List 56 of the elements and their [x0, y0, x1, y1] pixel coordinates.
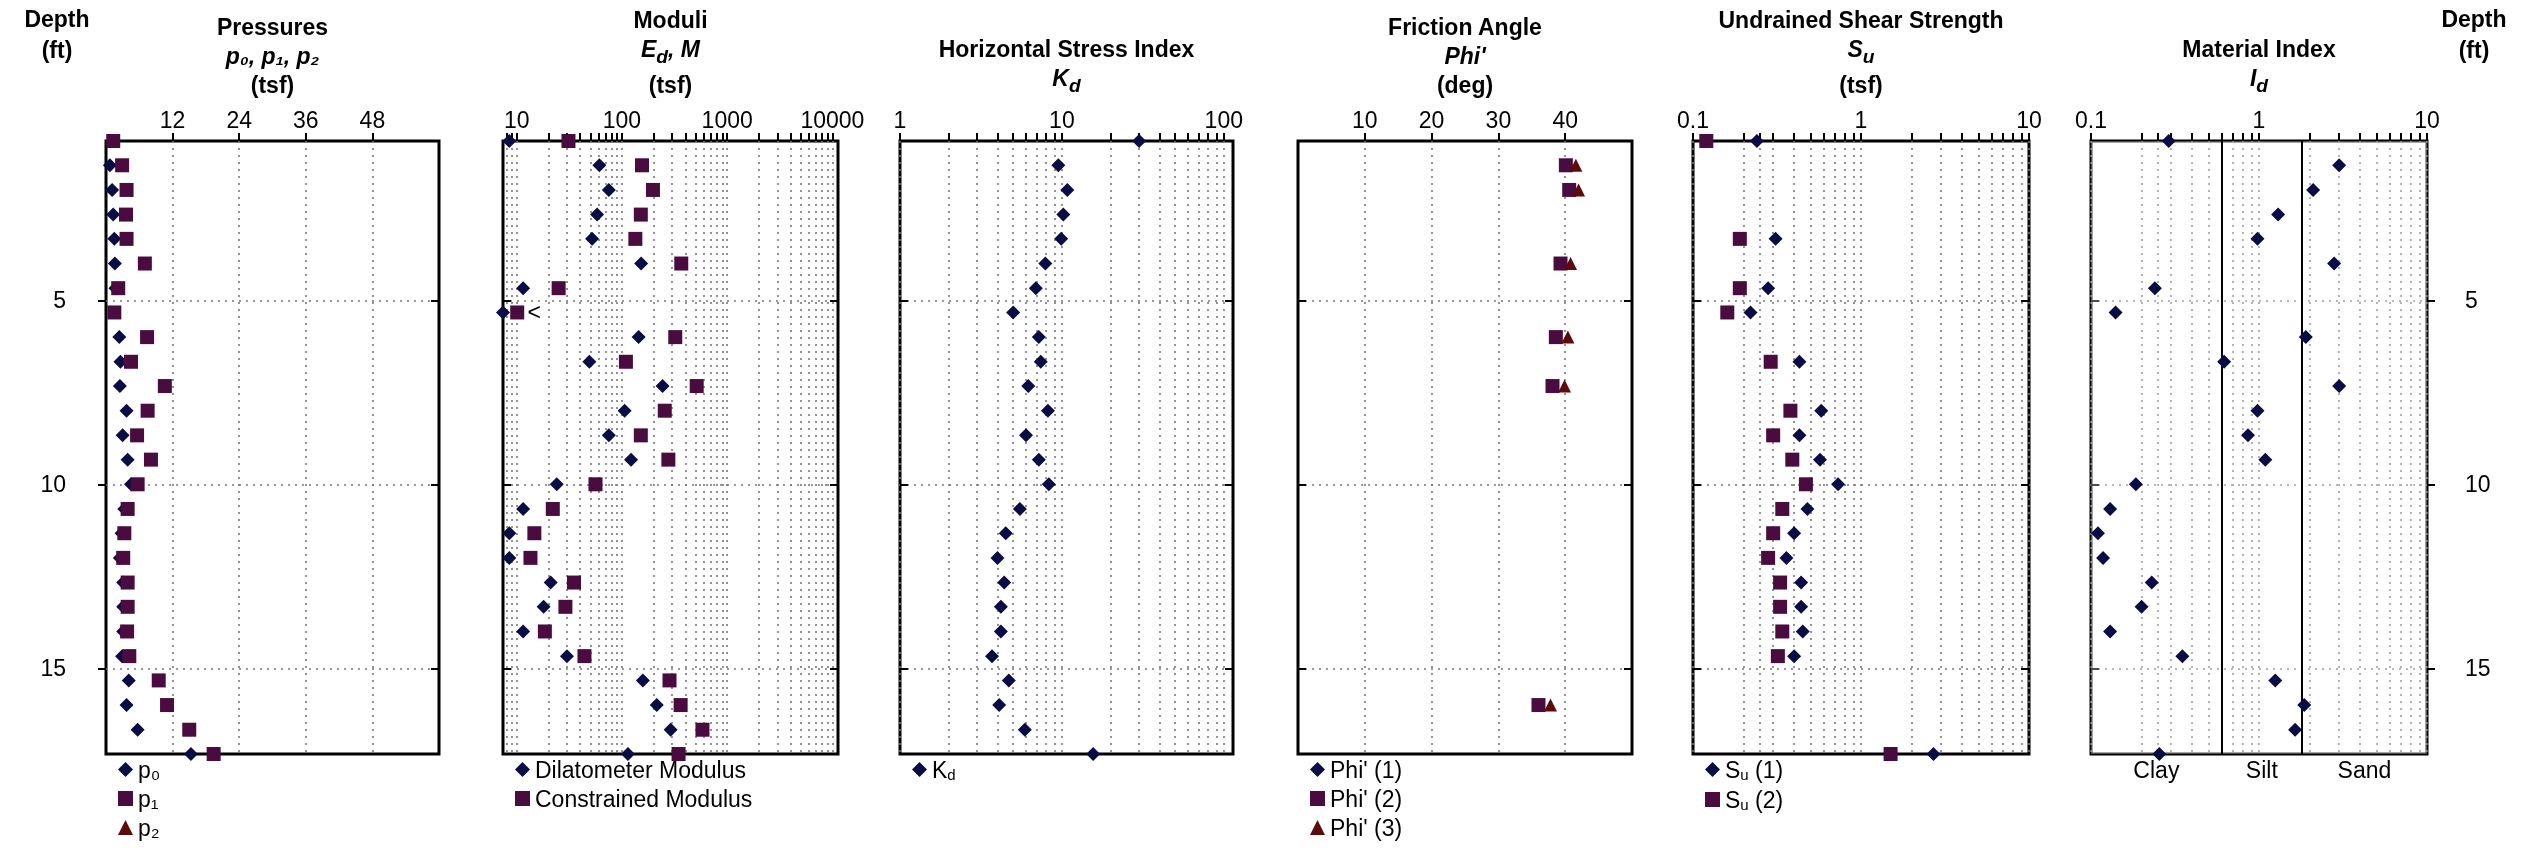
- x-tick-label: 100: [602, 106, 642, 133]
- x-tick-label: 1: [1854, 106, 1868, 133]
- x-tick-label: 10: [2016, 106, 2042, 133]
- legend-label: Phi' (2): [1330, 785, 1403, 812]
- y-axis-title: Depth (ft): [2440, 5, 2508, 65]
- x-tick-label: 10: [503, 106, 530, 133]
- legend-label: Constrained Modulus: [535, 785, 753, 812]
- band-label: Sand: [2337, 756, 2392, 783]
- y-tick-label: 15: [40, 655, 66, 682]
- x-axis-title: K$_{d}$: [1052, 64, 1081, 98]
- x-axis-title: S$_{u}$ (tsf): [1839, 35, 1883, 100]
- legend-label: Kd: [932, 756, 956, 783]
- x-tick-label: 30: [1485, 106, 1512, 133]
- annotation: <: [527, 299, 541, 326]
- x-tick-label: 10: [1352, 106, 1378, 133]
- x-tick-label: 10: [2414, 106, 2440, 133]
- x-tick-label: 0.1: [1677, 106, 1709, 133]
- chart-title: Pressures: [216, 13, 329, 42]
- legend-label: Phi' (3): [1330, 814, 1403, 841]
- legend-label: p₀: [138, 756, 161, 783]
- x-tick-label: 12: [159, 106, 186, 133]
- x-tick-label: 0.1: [2075, 106, 2107, 133]
- x-tick-label: 20: [1418, 106, 1445, 133]
- x-axis-title: I$_{d}$: [2249, 64, 2269, 98]
- band-label: Silt: [2245, 756, 2279, 783]
- y-tick-label: 5: [2465, 287, 2478, 314]
- chart-title: Material Index: [2182, 35, 2336, 65]
- x-axis-title: E$_{d}$, M (tsf): [641, 35, 700, 100]
- y-tick-label: 10: [40, 471, 66, 498]
- x-tick-label: 100: [1204, 106, 1243, 133]
- x-tick-label: 24: [226, 106, 253, 133]
- legend-label: Dilatometer Modulus: [535, 756, 746, 783]
- x-tick-label: 40: [1552, 106, 1578, 133]
- x-axis-title: Phi' (deg): [1436, 42, 1494, 100]
- chart-title: Moduli: [633, 6, 708, 36]
- band-label: Clay: [2133, 756, 2180, 783]
- x-tick-label: 48: [359, 106, 386, 133]
- x-tick-label: 1: [2252, 106, 2266, 133]
- x-tick-label: 1000: [701, 106, 753, 133]
- legend-label: Phi' (1): [1330, 756, 1403, 783]
- y-tick-label: 15: [2465, 655, 2491, 682]
- y-axis-title: Depth (ft): [23, 5, 91, 65]
- chart-title: Horizontal Stress Index: [938, 35, 1195, 65]
- x-tick-label: 1: [893, 106, 907, 133]
- legend-label: p₂: [138, 814, 160, 841]
- legend-label: p₁: [138, 785, 159, 812]
- legend-label: Su (1): [1725, 756, 1784, 783]
- x-axis-title: p₀, p₁, p₂ (tsf): [225, 42, 320, 100]
- x-tick-label: 10000: [800, 106, 865, 133]
- chart-title: Undrained Shear Strength: [1718, 6, 2004, 36]
- x-tick-label: 36: [293, 106, 319, 133]
- legend-label: Su (2): [1725, 786, 1784, 813]
- y-tick-label: 5: [53, 287, 66, 314]
- x-tick-label: 10: [1049, 106, 1075, 133]
- chart-title: Friction Angle: [1388, 13, 1542, 42]
- y-tick-label: 10: [2465, 471, 2491, 498]
